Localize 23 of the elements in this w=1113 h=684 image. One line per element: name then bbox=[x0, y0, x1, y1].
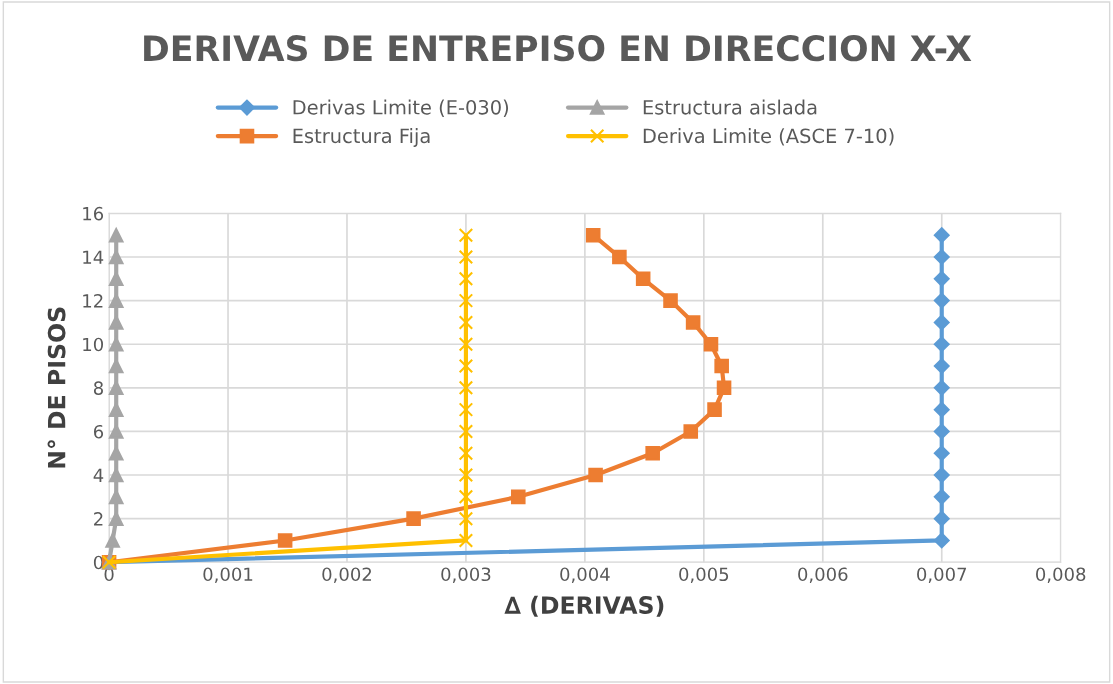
y-tick-label: 12 bbox=[83, 294, 103, 308]
x-tick-label: 0,007 bbox=[917, 567, 967, 583]
y-tick-label: 14 bbox=[83, 250, 104, 264]
legend-label: Estructura aislada bbox=[643, 99, 817, 115]
x-tick-label: 0,004 bbox=[560, 567, 610, 583]
y-tick-label: 2 bbox=[94, 512, 103, 526]
x-tick-label: 0,006 bbox=[798, 567, 848, 583]
chart-title: DERIVAS DE ENTREPISO EN DIRECCION X-X bbox=[144, 35, 972, 62]
x-tick-label: 0,001 bbox=[203, 567, 253, 583]
x-tick-label: 0,008 bbox=[1036, 567, 1086, 583]
y-tick-label: 16 bbox=[83, 206, 104, 221]
x-axis-title: ∆ (DERIVAS) bbox=[504, 595, 664, 617]
x-tick-label: 0,005 bbox=[679, 567, 729, 583]
y-axis-title: N° DE PISOS bbox=[47, 307, 66, 468]
legend-label: Derivas Limite (E-030) bbox=[293, 99, 509, 117]
x-tick-label: 0,002 bbox=[322, 567, 372, 583]
y-tick-label: 10 bbox=[83, 337, 104, 352]
legend-label: Estructura Fija bbox=[293, 128, 430, 147]
x-tick-label: 0,003 bbox=[441, 567, 491, 583]
y-tick-label: 4 bbox=[93, 468, 104, 482]
legend-label: Deriva Limite (ASCE 7-10) bbox=[643, 128, 894, 146]
y-tick-label: 6 bbox=[93, 424, 104, 439]
y-tick-label: 8 bbox=[93, 381, 103, 395]
